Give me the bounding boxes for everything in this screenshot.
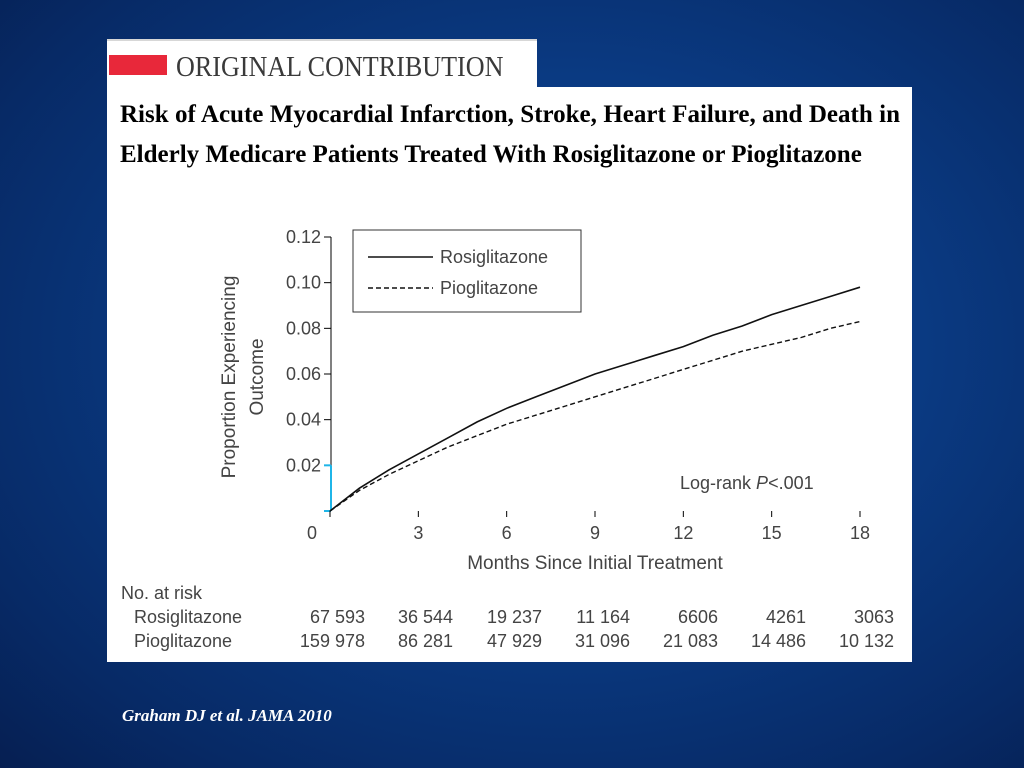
risk-table-row-label: Rosiglitazone (134, 607, 242, 627)
x-tick-label: 15 (762, 523, 782, 543)
risk-table-cell: 4261 (766, 607, 806, 627)
x-tick-label: 0 (307, 523, 317, 543)
risk-table-cell: 36 544 (398, 607, 453, 627)
risk-table-cell: 10 132 (839, 631, 894, 651)
y-tick-label: 0.12 (286, 227, 321, 247)
series-line-pioglitazone (329, 320, 861, 512)
risk-table-cell: 21 083 (663, 631, 718, 651)
x-tick-label: 9 (590, 523, 600, 543)
y-tick-label: 0.02 (286, 455, 321, 475)
content-panel: Risk of Acute Myocardial Infarction, Str… (107, 87, 912, 662)
y-tick-label: 0.10 (286, 273, 321, 293)
risk-table-cell: 159 978 (300, 631, 365, 651)
header-label: ORIGINAL CONTRIBUTION (176, 51, 504, 83)
x-tick-label: 18 (850, 523, 870, 543)
y-tick-label: 0.08 (286, 318, 321, 338)
risk-table-cell: 67 593 (310, 607, 365, 627)
y-tick-label: 0.04 (286, 410, 321, 430)
risk-table-row-label: Pioglitazone (134, 631, 232, 651)
x-tick-label: 3 (413, 523, 423, 543)
legend-box (352, 229, 582, 313)
y-tick-label: 0.06 (286, 364, 321, 384)
y-axis-label-line2: Outcome (247, 338, 268, 415)
x-axis-label: Months Since Initial Treatment (467, 553, 723, 574)
risk-table-header: No. at risk (121, 583, 203, 603)
article-title: Risk of Acute Myocardial Infarction, Str… (120, 101, 900, 168)
series-line-rosiglitazone (329, 286, 861, 512)
legend-label-rosiglitazone: Rosiglitazone (440, 247, 548, 267)
risk-table-cell: 47 929 (487, 631, 542, 651)
header-red-bar (109, 55, 167, 75)
risk-table-cell: 11 164 (576, 607, 630, 627)
x-tick-label: 6 (502, 523, 512, 543)
risk-table-cell: 3063 (854, 607, 894, 627)
log-rank-annotation: Log-rank P<.001 (680, 473, 814, 493)
risk-table-cell: 14 486 (751, 631, 806, 651)
x-tick-label: 12 (673, 523, 693, 543)
y-axis-label-line1: Proportion Experiencing (219, 276, 240, 479)
citation: Graham DJ et al. JAMA 2010 (122, 706, 332, 725)
legend-label-pioglitazone: Pioglitazone (440, 278, 538, 298)
survival-chart: 0.02 0.04 0.06 0.08 0.10 0.12 0 3 6 9 12 15 18 Months… (121, 227, 894, 651)
risk-table-cell: 31 096 (575, 631, 630, 651)
figure: 0.02 0.04 0.06 0.08 0.10 0.12 0 3 6 9 12 15 18 Months… (107, 217, 912, 662)
risk-table-cell: 86 281 (398, 631, 453, 651)
risk-table-cell: 6606 (678, 607, 718, 627)
journal-header: ORIGINAL CONTRIBUTION (107, 39, 537, 89)
risk-table-cell: 19 237 (487, 607, 542, 627)
